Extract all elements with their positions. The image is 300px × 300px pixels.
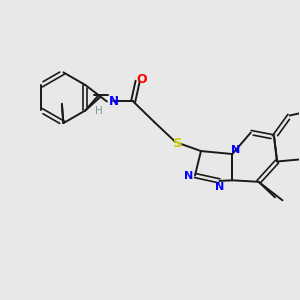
Text: N: N	[231, 146, 241, 155]
Text: N: N	[184, 170, 193, 181]
Text: O: O	[136, 74, 147, 86]
Text: S: S	[172, 137, 182, 150]
Text: N: N	[215, 182, 224, 193]
Text: H: H	[94, 106, 102, 116]
Text: N: N	[108, 95, 118, 108]
